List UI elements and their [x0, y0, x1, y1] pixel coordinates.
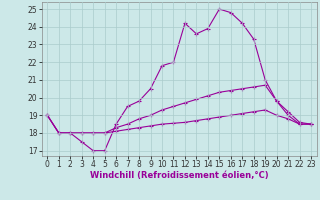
X-axis label: Windchill (Refroidissement éolien,°C): Windchill (Refroidissement éolien,°C) [90, 171, 268, 180]
